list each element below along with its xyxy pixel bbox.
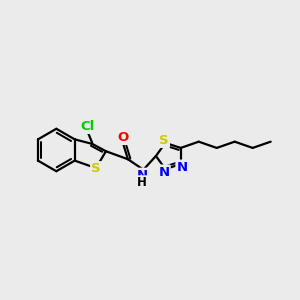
Text: Cl: Cl — [81, 120, 95, 133]
Text: S: S — [91, 162, 101, 175]
Text: H: H — [137, 176, 147, 189]
Text: N: N — [176, 160, 188, 174]
Text: S: S — [159, 134, 169, 147]
Text: N: N — [159, 166, 170, 178]
Text: N: N — [136, 169, 148, 182]
Text: O: O — [117, 131, 129, 144]
